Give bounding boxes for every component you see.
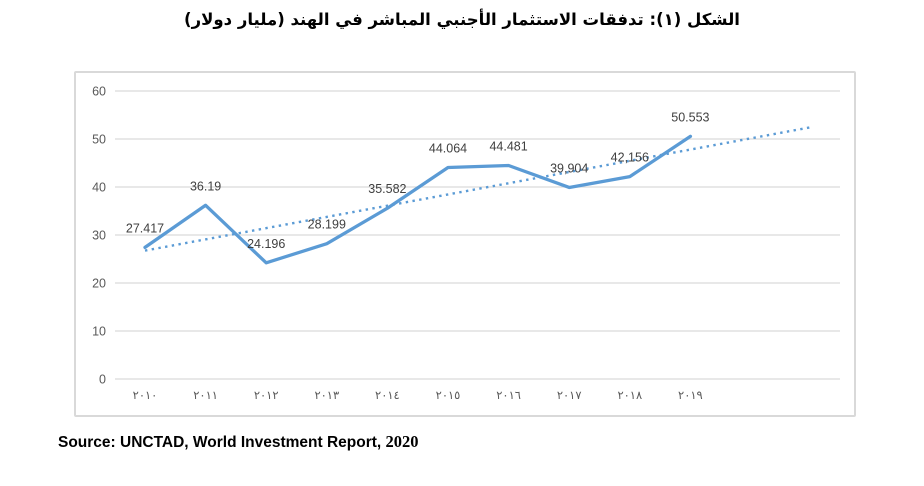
data-label: 28.199 (308, 218, 346, 232)
y-axis-tick-label: 50 (92, 133, 106, 147)
chart-frame: 0 10 20 30 40 50 60 ٢٠١٠ ٢٠١١ ٢٠١٢ ٢٠١٣ ٢٠١٤ ٢٠١٥ ٢٠١… (74, 71, 856, 417)
data-label: 39,904 (550, 161, 588, 175)
fdi-line-chart: 0 10 20 30 40 50 60 ٢٠١٠ ٢٠١١ ٢٠١٢ ٢٠١٣ ٢٠١٤ ٢٠١٥ ٢٠١… (92, 85, 840, 402)
x-axis-tick-label: ٢٠١٦ (496, 388, 521, 402)
source-note: Source: UNCTAD, World Investment Report,… (58, 432, 419, 452)
y-axis-tick-label: 20 (92, 277, 106, 291)
data-label: 44.064 (429, 141, 467, 155)
x-axis-tick-label: ٢٠١٢ (254, 388, 279, 402)
y-axis-tick-label: 40 (92, 181, 106, 195)
source-year: 2020 (385, 432, 419, 451)
x-axis-tick-label: ٢٠١٠ (133, 388, 158, 402)
y-axis-tick-label: 0 (99, 373, 106, 387)
x-axis-tick-label: ٢٠١٣ (314, 388, 339, 402)
x-axis-tick-label: ٢٠١٨ (617, 388, 642, 402)
data-label: 35.582 (368, 182, 406, 196)
y-axis-tick-label: 30 (92, 229, 106, 243)
y-axis-tick-label: 60 (92, 85, 106, 99)
x-axis-tick-label: ٢٠١٩ (678, 388, 703, 402)
source-text: Source: UNCTAD, World Investment Report, (58, 434, 382, 451)
y-axis-tick-label: 10 (92, 325, 106, 339)
x-axis-tick-label: ٢٠١٤ (375, 388, 400, 402)
data-label: 42,156 (611, 151, 649, 165)
data-label: 36.19 (190, 179, 221, 193)
x-axis-tick-label: ٢٠١٥ (436, 388, 461, 402)
x-axis-tick-label: ٢٠١٧ (557, 388, 582, 402)
trendline (144, 125, 812, 252)
data-label: 27.417 (126, 221, 164, 235)
data-label: 50.553 (671, 110, 709, 124)
figure-title: الشكل (١): تدفقات الاستثمار الأجنبي المب… (184, 10, 740, 29)
data-label: 24.196 (247, 237, 285, 251)
series-line (143, 134, 693, 265)
data-label: 44.481 (489, 139, 527, 153)
x-axis-tick-label: ٢٠١١ (193, 388, 218, 402)
